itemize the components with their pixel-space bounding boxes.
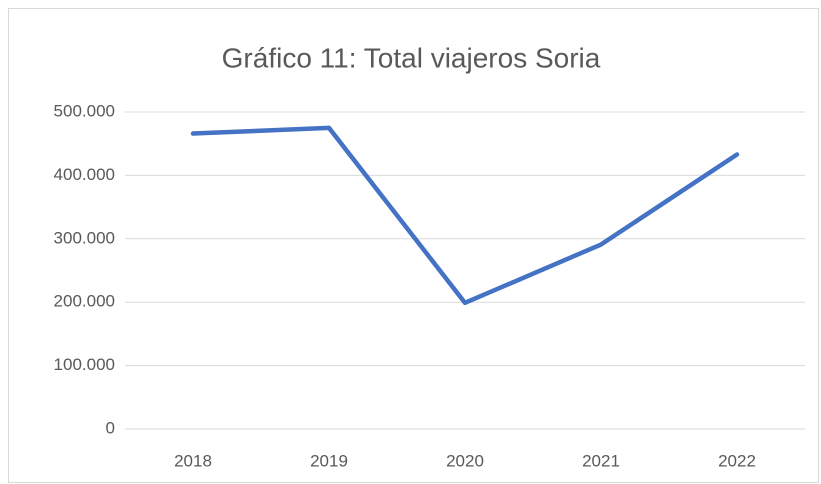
y-tick-label: 200.000 xyxy=(54,292,115,311)
x-tick-label: 2020 xyxy=(446,451,484,470)
y-tick-label: 400.000 xyxy=(54,165,115,184)
chart-title: Gráfico 11: Total viajeros Soria xyxy=(222,42,601,73)
chart-border xyxy=(8,8,819,483)
x-tick-label: 2022 xyxy=(718,451,756,470)
x-tick-label: 2021 xyxy=(582,451,620,470)
y-tick-label: 100.000 xyxy=(54,355,115,374)
y-tick-label: 500.000 xyxy=(54,101,115,120)
x-tick-label: 2019 xyxy=(310,451,348,470)
y-tick-label: 300.000 xyxy=(54,228,115,247)
data-line xyxy=(190,125,740,306)
y-tick-label: 0 xyxy=(106,418,115,437)
x-tick-label: 2018 xyxy=(174,451,212,470)
